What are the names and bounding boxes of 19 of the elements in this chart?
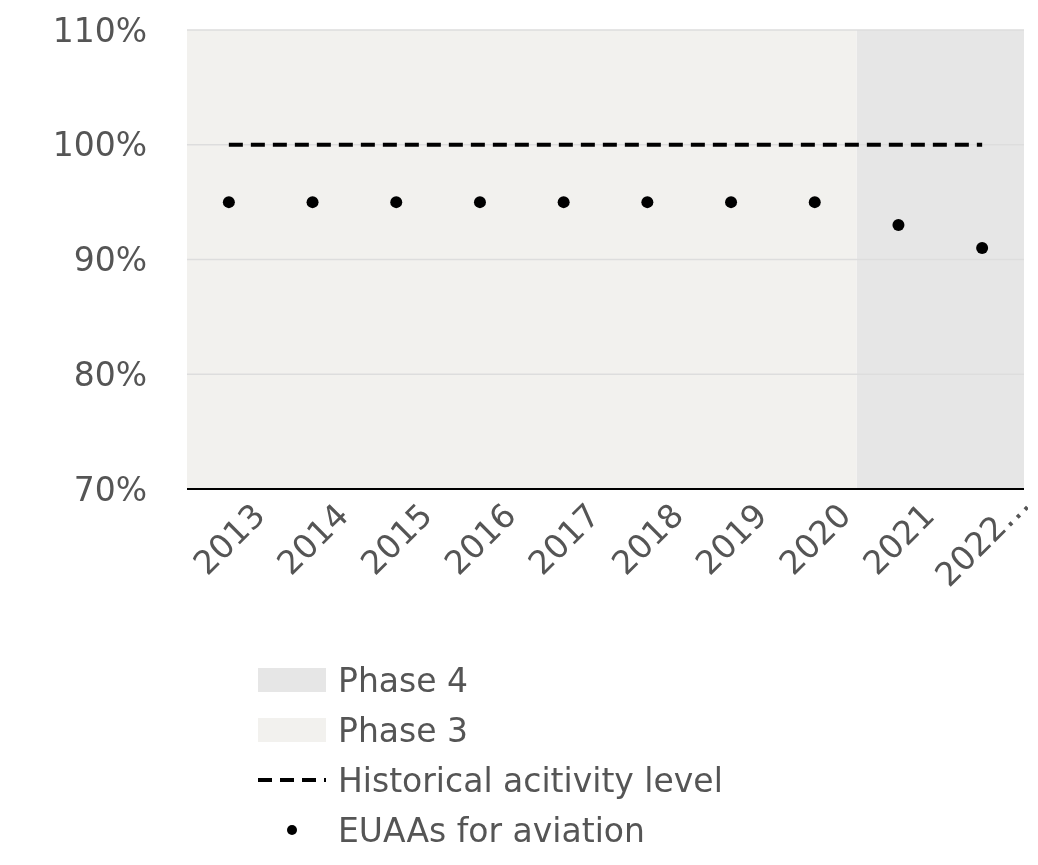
point [473,196,486,209]
legend-label: Historical acitivity level [338,760,723,800]
point [725,196,738,209]
point [808,196,821,209]
point [892,219,905,232]
y-tick-label: 110% [52,10,147,50]
y-tick-label: 90% [73,240,147,280]
legend-label: Phase 4 [338,660,469,700]
point [390,196,403,209]
point [306,196,319,209]
legend-label: EUAAs for aviation [338,810,645,850]
point [557,196,570,209]
point [641,196,654,209]
legend-label: Phase 3 [338,710,469,750]
y-tick-label: 100% [52,125,147,165]
point [976,242,989,255]
y-tick-label: 70% [73,469,147,509]
point [222,196,235,209]
y-tick-label: 80% [73,354,147,394]
